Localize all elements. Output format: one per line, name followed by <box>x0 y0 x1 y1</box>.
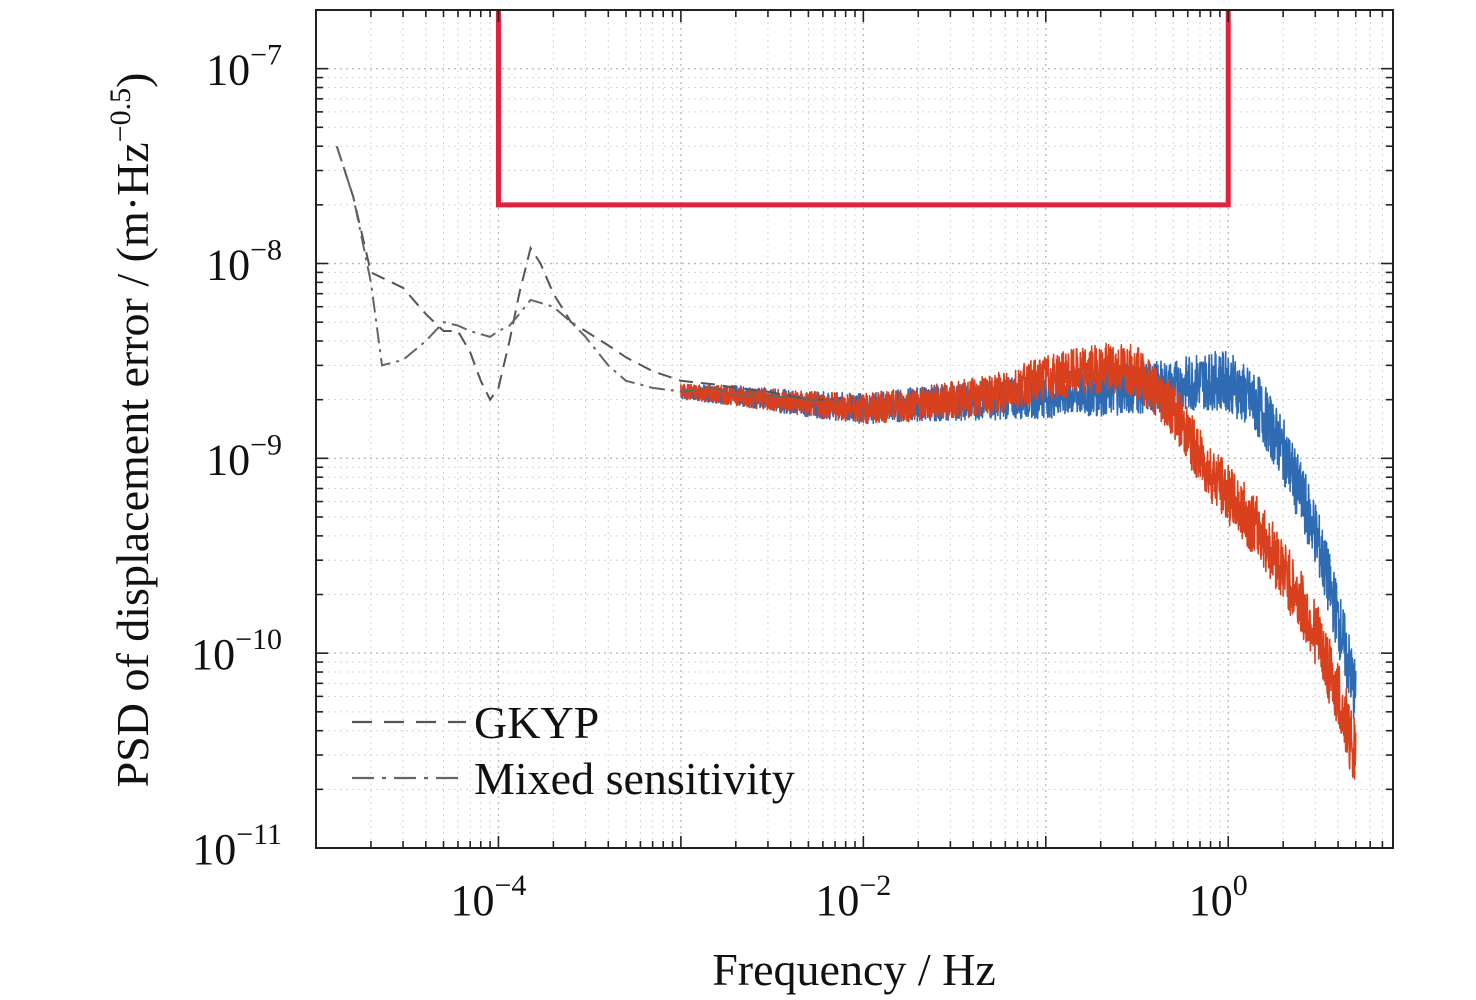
y-tick-label: 10−10 <box>191 623 282 679</box>
x-tick-label-exponent: −4 <box>494 869 526 902</box>
x-tick-label-base: 10 <box>815 876 859 925</box>
y-tick-label-base: 10 <box>192 825 236 874</box>
y-axis-title-close: ) <box>107 73 158 88</box>
y-tick-label: 10−9 <box>206 428 282 484</box>
x-axis-title: Frequency / Hz <box>712 944 996 995</box>
y-axis-title-exponent: −0.5 <box>104 88 137 142</box>
legend-label-mixed-sensitivity: Mixed sensitivity <box>474 753 795 804</box>
y-tick-label-exponent: −7 <box>250 39 282 72</box>
y-tick-label-exponent: −8 <box>250 233 282 266</box>
y-tick-label: 10−8 <box>206 233 282 289</box>
series-line-1 <box>335 145 836 401</box>
series-layer <box>335 145 1357 780</box>
x-tick-label-base: 10 <box>1189 876 1233 925</box>
x-tick-label: 10−4 <box>450 869 526 925</box>
legend: GKYP Mixed sensitivity <box>352 697 795 804</box>
y-tick-label-exponent: −11 <box>236 818 282 851</box>
series-line-2 <box>680 342 1357 780</box>
y-axis-title: PSD of displacement error / (m·Hz−0.5) <box>104 73 158 788</box>
y-tick-label: 10−7 <box>206 39 282 95</box>
tick-layer <box>315 9 1394 849</box>
requirement-box <box>495 10 1231 208</box>
x-tick-label-exponent: −2 <box>859 869 891 902</box>
y-tick-label-base: 10 <box>206 435 250 484</box>
y-axis-title-main: PSD of displacement error / (m·Hz <box>107 142 158 787</box>
x-tick-label: 10−2 <box>815 869 891 925</box>
series-line-0 <box>335 145 836 402</box>
y-tick-label-exponent: −9 <box>250 428 282 461</box>
y-tick-label: 10−11 <box>192 818 282 874</box>
y-tick-label-base: 10 <box>191 630 235 679</box>
x-tick-label-exponent: 0 <box>1233 869 1248 902</box>
requirement-box-layer <box>495 10 1231 208</box>
legend-label-gkyp: GKYP <box>474 697 599 748</box>
x-tick-label: 100 <box>1189 869 1248 925</box>
y-tick-label-base: 10 <box>206 240 250 289</box>
y-tick-label-base: 10 <box>206 46 250 95</box>
x-tick-label-base: 10 <box>450 876 494 925</box>
y-tick-label-exponent: −10 <box>235 623 282 656</box>
